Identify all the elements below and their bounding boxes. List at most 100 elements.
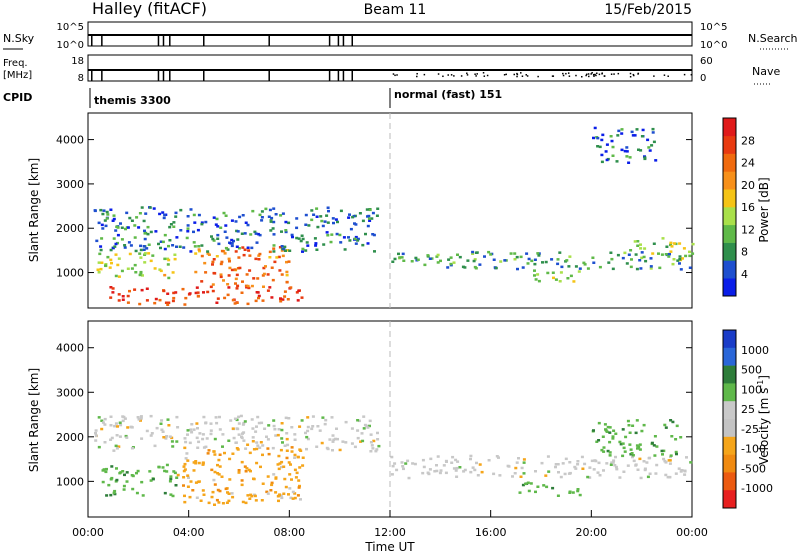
echo-cell xyxy=(169,477,173,481)
echo-cell xyxy=(243,420,247,423)
echo-cell xyxy=(257,258,261,261)
echo-cell xyxy=(596,471,600,474)
colorbar-swatch xyxy=(723,118,736,137)
x-tick-label: 04:00 xyxy=(173,526,205,539)
echo-cell xyxy=(630,452,634,455)
echo-cell xyxy=(547,470,551,473)
velocity-echo-cells xyxy=(94,414,693,506)
echo-cell xyxy=(174,215,178,218)
echo-cell xyxy=(255,447,259,451)
nave-point xyxy=(637,73,639,75)
echo-cell xyxy=(270,296,274,299)
echo-cell xyxy=(126,294,130,298)
echo-cell xyxy=(544,260,548,264)
echo-cell xyxy=(407,476,411,480)
echo-cell xyxy=(140,206,144,209)
echo-cell xyxy=(206,250,210,253)
echo-cell xyxy=(209,422,213,425)
echo-cell xyxy=(633,134,637,137)
colorbar-tick-label: 28 xyxy=(741,134,755,147)
echo-cell xyxy=(104,470,108,474)
echo-cell xyxy=(234,282,237,285)
echo-cell xyxy=(376,438,380,441)
echo-cell xyxy=(117,445,121,448)
echo-cell xyxy=(197,248,201,251)
echo-cell xyxy=(671,262,675,266)
echo-cell xyxy=(594,459,598,463)
echo-cell xyxy=(281,212,285,215)
echo-cell xyxy=(271,227,275,230)
echo-cell xyxy=(545,485,549,489)
echo-cell xyxy=(357,419,361,423)
echo-cell xyxy=(272,250,276,253)
echo-cell xyxy=(279,297,282,300)
echo-cell xyxy=(612,459,616,462)
echo-cell xyxy=(183,446,187,450)
echo-cell xyxy=(201,437,205,441)
echo-cell xyxy=(471,250,475,254)
echo-cell xyxy=(597,421,601,425)
echo-cell xyxy=(226,283,230,286)
echo-cell xyxy=(421,471,425,475)
echo-cell xyxy=(213,483,217,486)
echo-cell xyxy=(283,477,287,481)
echo-cell xyxy=(97,261,101,264)
echo-cell xyxy=(119,423,123,427)
echo-cell xyxy=(533,274,536,277)
echo-cell xyxy=(662,457,666,461)
echo-cell xyxy=(127,241,131,244)
echo-cell xyxy=(671,420,675,424)
echo-cell xyxy=(159,246,162,250)
nave-point xyxy=(450,74,453,76)
echo-cell xyxy=(114,444,118,448)
echo-cell xyxy=(163,213,167,217)
echo-cell xyxy=(100,419,104,422)
echo-cell xyxy=(583,462,587,466)
echo-cell xyxy=(362,415,366,418)
echo-cell xyxy=(565,259,569,262)
echo-cell xyxy=(103,423,107,426)
echo-cell xyxy=(169,223,173,226)
echo-cell xyxy=(246,284,250,288)
echo-cell xyxy=(271,446,275,450)
echo-cell xyxy=(402,259,406,262)
echo-cell xyxy=(569,274,573,278)
echo-cell xyxy=(662,449,666,453)
echo-cell xyxy=(119,222,122,225)
echo-cell xyxy=(222,211,226,215)
echo-cell xyxy=(349,227,353,231)
echo-cell xyxy=(676,259,680,262)
echo-cell xyxy=(282,492,286,495)
echo-cell xyxy=(196,446,200,449)
echo-cell xyxy=(242,431,246,434)
colorbar-swatch xyxy=(723,365,736,384)
echo-cell xyxy=(320,219,324,223)
echo-cell xyxy=(113,489,117,493)
echo-cell xyxy=(153,267,157,270)
echo-cell xyxy=(291,235,294,239)
nave-point xyxy=(475,75,477,77)
echo-cell xyxy=(451,455,455,459)
echo-cell xyxy=(244,284,248,288)
echo-cell xyxy=(121,470,125,473)
echo-cell xyxy=(192,469,196,472)
echo-cell xyxy=(521,483,525,487)
echo-cell xyxy=(117,299,121,302)
echo-cell xyxy=(652,140,656,144)
echo-cell xyxy=(200,244,204,247)
echo-cell xyxy=(404,462,408,465)
echo-cell xyxy=(483,255,486,258)
echo-cell xyxy=(193,221,197,224)
echo-cell xyxy=(577,270,581,273)
colorbar-swatch xyxy=(723,242,736,261)
nave-point xyxy=(483,75,486,77)
echo-cell xyxy=(277,428,281,431)
echo-cell xyxy=(561,462,565,465)
nave-point xyxy=(466,72,468,75)
velocity-ylabel: Slant Range [km] xyxy=(27,368,41,472)
nsky-tick-top: 10^5 xyxy=(57,22,84,33)
echo-cell xyxy=(596,145,600,148)
velocity-xlabel: Time UT xyxy=(364,540,415,554)
echo-cell xyxy=(554,278,558,281)
